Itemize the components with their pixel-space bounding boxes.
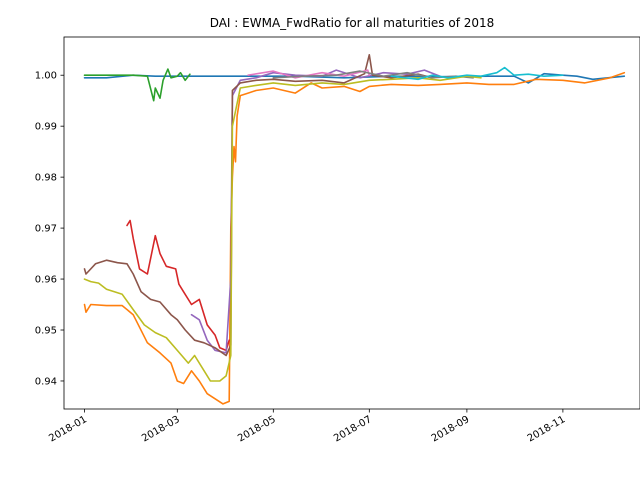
series-line-4 <box>126 219 230 352</box>
series-line-9 <box>83 75 482 382</box>
plot-frame <box>63 36 640 410</box>
series-layer <box>83 53 626 405</box>
series-line-7 <box>247 69 371 79</box>
series-line-5 <box>190 69 441 354</box>
y-tick-label: 0.96 <box>35 275 57 286</box>
y-tick-label: 0.97 <box>35 224 57 235</box>
y-tick-label: 1.00 <box>35 71 57 82</box>
y-axis: 0.94 0.95 0.96 0.97 0.98 0.99 1.00 <box>35 71 64 387</box>
series-line-3 <box>83 68 191 102</box>
y-tick-label: 0.98 <box>35 173 57 184</box>
chart-title: DAI : EWMA_FwdRatio for all maturities o… <box>210 16 495 30</box>
series-line-1 <box>83 72 626 84</box>
series-line-6 <box>83 53 434 357</box>
y-tick-label: 0.95 <box>35 326 57 337</box>
series-line-2 <box>83 71 626 405</box>
series-line-8 <box>272 70 475 79</box>
series-line-10 <box>390 66 564 81</box>
y-tick-label: 0.94 <box>35 376 57 387</box>
y-tick-label: 0.99 <box>35 122 57 133</box>
